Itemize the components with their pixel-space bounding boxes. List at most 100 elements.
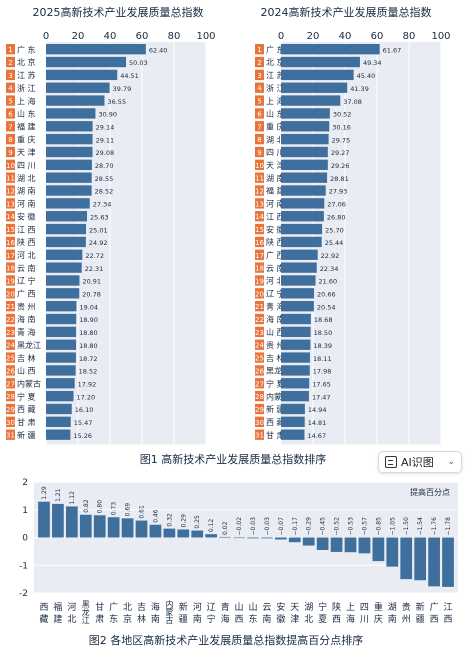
province-label: 陕西 <box>332 601 341 625</box>
rank-number: 19 <box>255 277 264 285</box>
rank-badge <box>6 378 15 389</box>
rank-badge <box>6 198 15 209</box>
province-label: 广 东 <box>17 44 36 54</box>
chart-index-change: 2 1 0 -1 -2 提高百分点 1.29 西藏 1.21 福建 1.12 河北 0.82 黑龙江 0.8… <box>19 478 458 625</box>
province-label: 山东 <box>248 602 257 625</box>
rank-badge <box>255 313 264 325</box>
rank-number: 28 <box>255 393 264 401</box>
rank-badge <box>6 403 15 415</box>
rank-badge <box>255 95 264 106</box>
rank-number: 6 <box>257 110 262 118</box>
province-label: 河 南 <box>17 199 36 209</box>
rank-badge <box>6 185 15 196</box>
province-label: 吉 林 <box>17 353 36 363</box>
bar <box>330 537 343 552</box>
data-label: 0.29 <box>180 514 187 528</box>
bar <box>46 95 105 106</box>
bar <box>302 537 315 546</box>
bar <box>46 69 118 81</box>
data-label: 17.65 <box>312 380 331 388</box>
data-label: 30.16 <box>332 123 351 131</box>
bar <box>46 339 77 350</box>
data-label: −0.02 <box>236 517 243 536</box>
province-label: 贵 州 <box>266 340 285 350</box>
rank-number: 21 <box>255 303 264 311</box>
rank-badge <box>255 146 264 158</box>
rank-badge <box>255 121 264 132</box>
rank-number: 13 <box>6 200 15 208</box>
rank-number: 1 <box>8 46 12 54</box>
rank-number: 3 <box>8 72 12 80</box>
province-label: 河 北 <box>266 276 285 286</box>
bar <box>281 288 315 299</box>
rank-badge <box>6 352 15 363</box>
bar <box>46 403 72 415</box>
data-label: 27.06 <box>327 201 346 209</box>
data-label: 29.26 <box>331 162 350 170</box>
data-label: 26.80 <box>327 213 346 221</box>
data-label: 0.25 <box>194 515 201 529</box>
rank-number: 14 <box>255 213 264 221</box>
province-label: 新疆 <box>179 601 188 625</box>
data-label: 20.66 <box>317 291 336 299</box>
rank-badge <box>255 326 264 338</box>
rank-badge <box>255 82 264 93</box>
rank-number: 11 <box>6 175 15 183</box>
rank-badge <box>6 95 15 106</box>
data-label: −1.05 <box>389 517 396 536</box>
province-label: 河北 <box>67 601 76 625</box>
data-label: 25.70 <box>325 226 344 234</box>
rank-badge <box>6 236 15 248</box>
rank-number: 24 <box>255 342 264 350</box>
rank-number: 16 <box>255 239 264 247</box>
province-label: 山西 <box>235 602 244 625</box>
chart-2024-index: 2024高新技术产业发展质量总指数 0 20 40 60 80 100 1 广 东 61.67 2 北… <box>255 5 451 445</box>
data-label: −0.29 <box>306 517 313 536</box>
province-label: 青 海 <box>266 301 285 311</box>
rank-number: 4 <box>8 85 13 93</box>
province-label: 上 海 <box>266 96 285 106</box>
ai-recognize-button[interactable]: AI识图 ⌄ <box>378 451 462 473</box>
data-label: 39.79 <box>113 85 132 93</box>
rank-badge <box>255 69 264 81</box>
bar <box>281 198 325 209</box>
rank-badge <box>255 365 264 376</box>
data-label: 22.31 <box>85 265 104 273</box>
rank-badge <box>6 121 15 132</box>
rank-badge <box>255 378 264 389</box>
province-label: 辽 宁 <box>17 276 36 286</box>
rank-number: 25 <box>255 355 264 363</box>
bar <box>46 223 87 235</box>
rank-number: 12 <box>6 188 15 196</box>
rank-number: 5 <box>8 98 12 106</box>
bar <box>65 506 78 538</box>
ai-scan-icon <box>385 456 397 468</box>
data-label: 29.75 <box>332 136 351 144</box>
data-label: 24.92 <box>89 239 108 247</box>
data-label: −0.52 <box>334 517 341 536</box>
province-label: 内蒙古 <box>266 391 290 401</box>
rank-number: 7 <box>257 123 261 131</box>
rank-badge <box>255 223 264 235</box>
bar <box>46 198 90 209</box>
rank-number: 27 <box>255 380 264 388</box>
x-tick-label: 60 <box>371 31 384 42</box>
rank-number: 4 <box>257 85 262 93</box>
rank-badge <box>6 326 15 338</box>
rank-badge <box>255 249 264 260</box>
bar <box>46 378 75 389</box>
data-label: 27.93 <box>329 188 348 196</box>
province-label: 吉林 <box>137 602 146 625</box>
data-label: 14.67 <box>307 432 326 440</box>
data-label: 14.94 <box>308 406 327 414</box>
province-label: 湖 南 <box>266 173 285 183</box>
province-label: 安 徽 <box>17 211 36 221</box>
bar <box>281 44 380 55</box>
data-label: −0.45 <box>320 517 327 536</box>
rank-badge <box>6 44 15 55</box>
data-label: 1.29 <box>41 486 48 500</box>
data-label: 0.46 <box>152 509 159 523</box>
bar <box>46 249 83 260</box>
y-tick-label: -2 <box>19 589 28 599</box>
rank-badge <box>255 275 264 286</box>
